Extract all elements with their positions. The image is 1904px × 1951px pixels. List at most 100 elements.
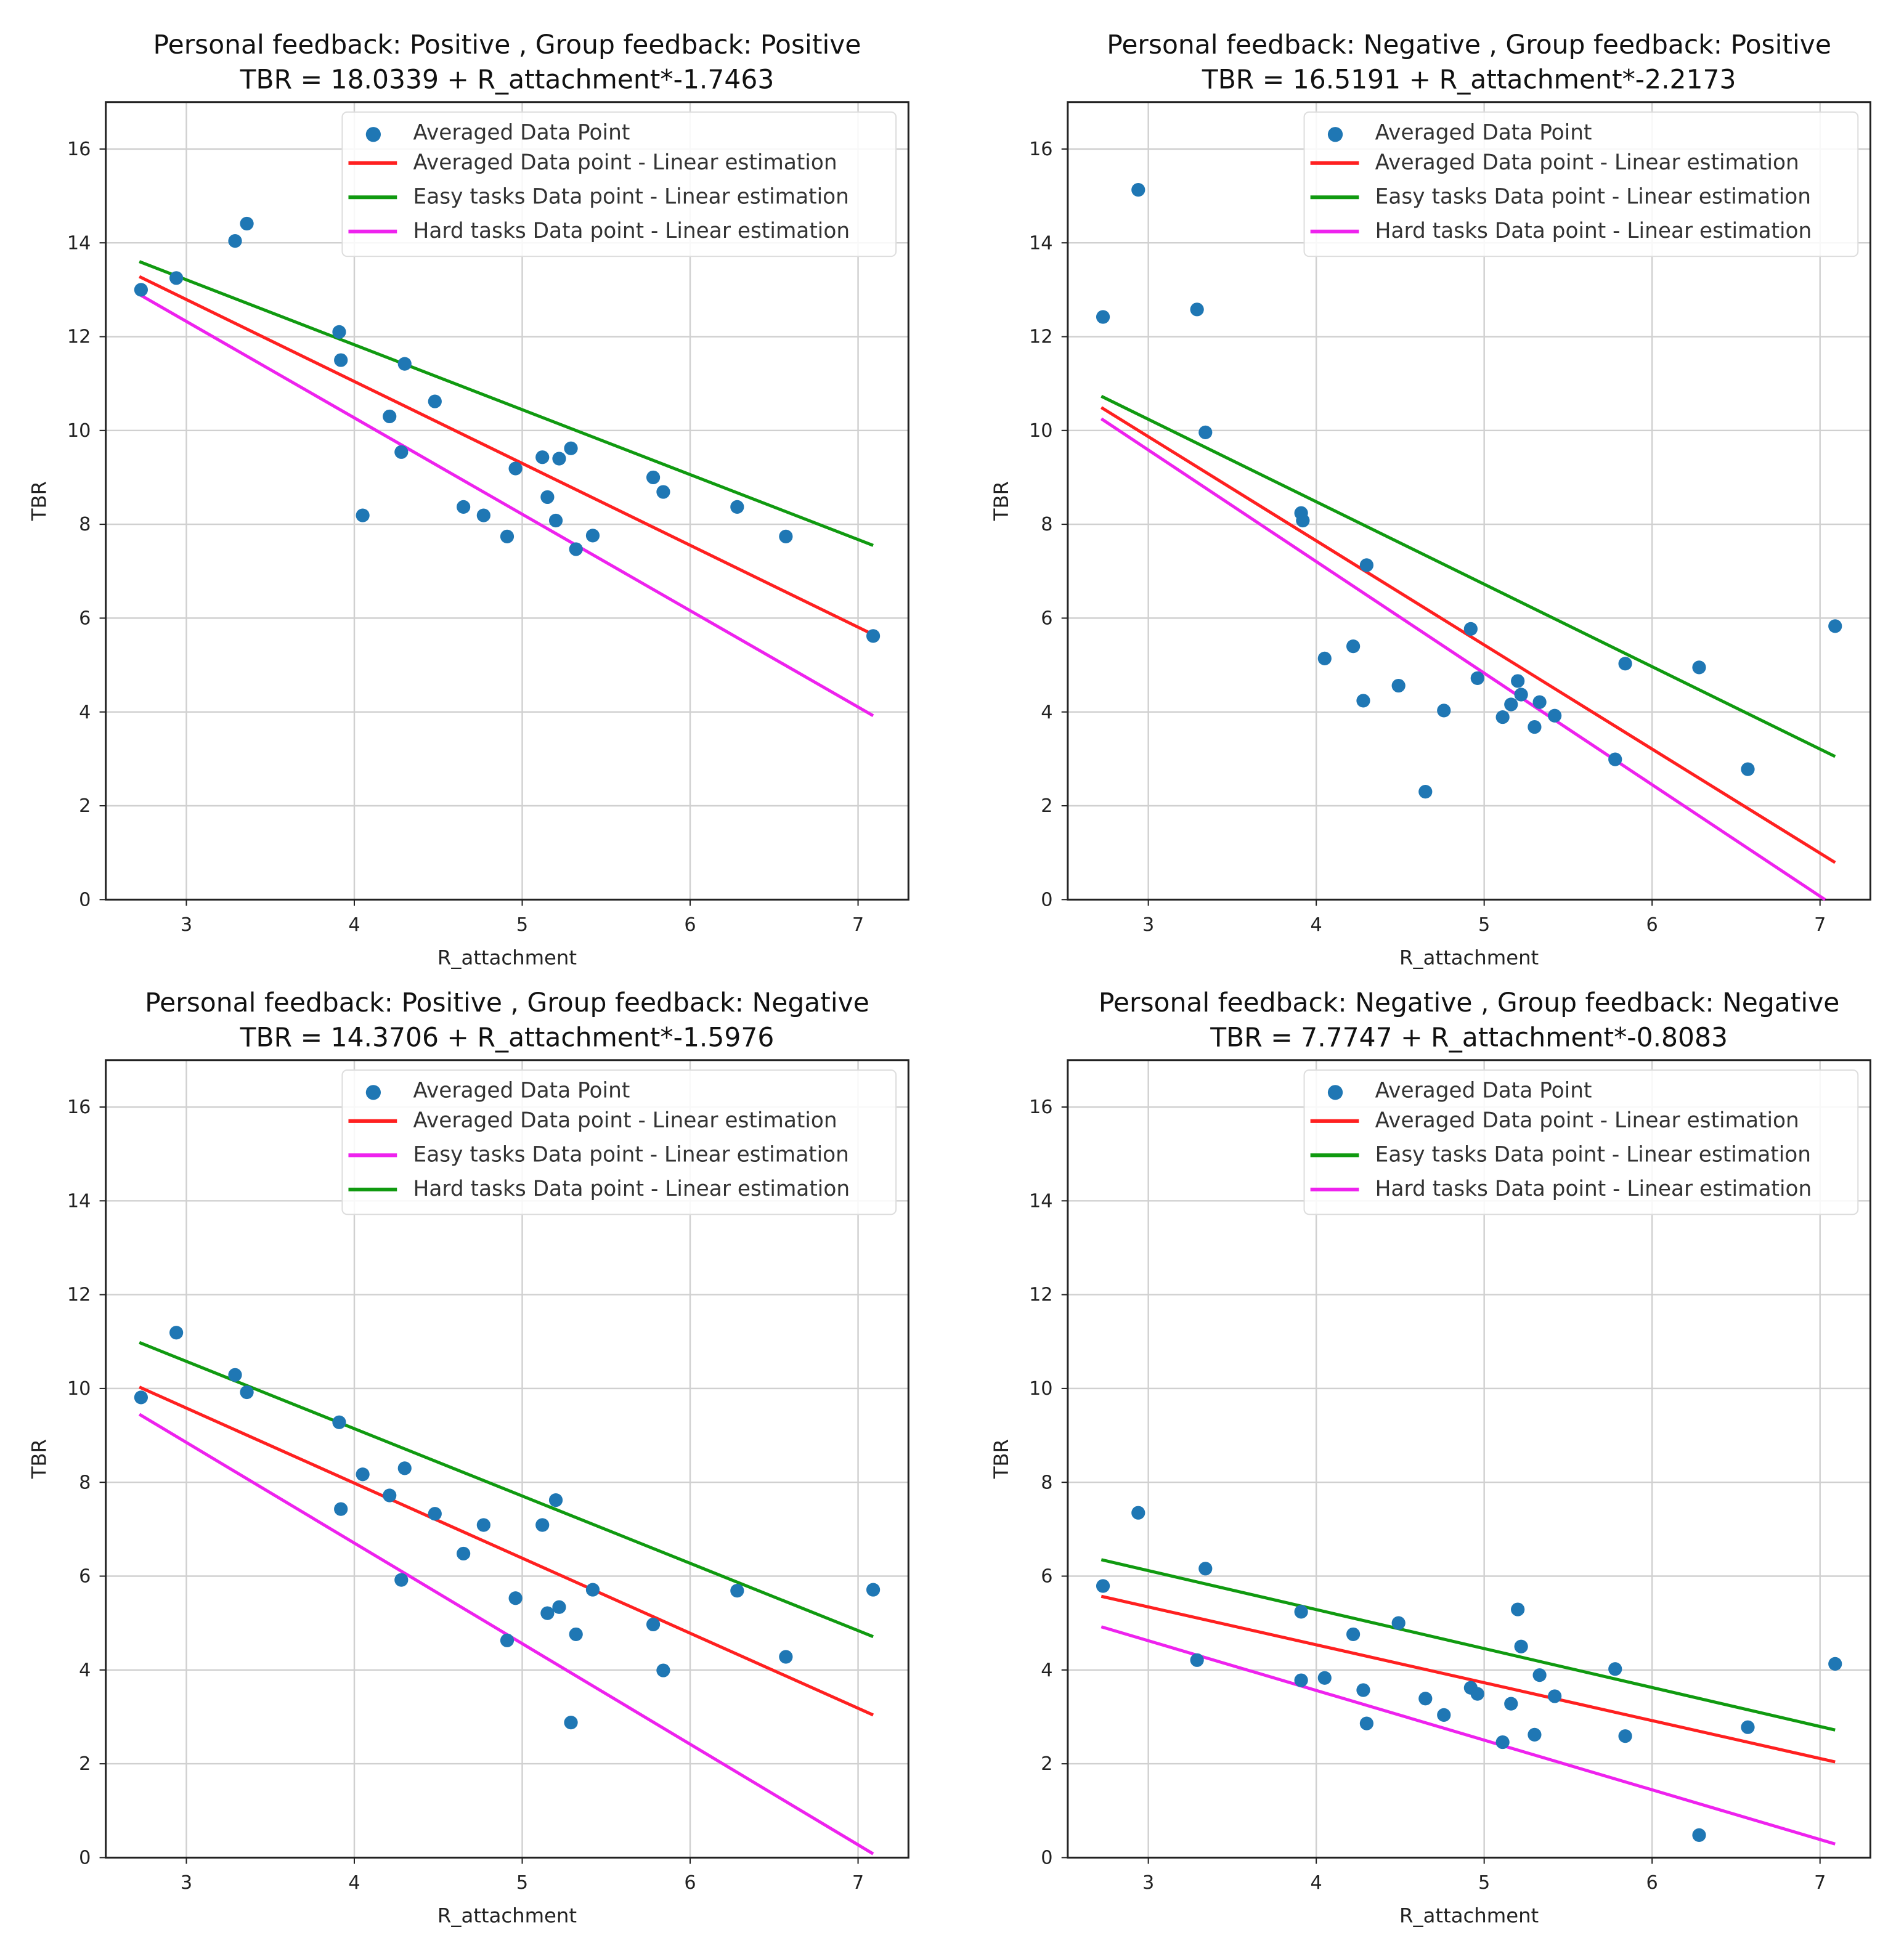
x-tick-label: 4 <box>348 1872 360 1894</box>
legend-marker-points <box>365 1085 381 1100</box>
data-point <box>585 1583 600 1597</box>
x-tick-label: 7 <box>1814 1872 1826 1894</box>
data-point <box>1692 660 1706 675</box>
data-point <box>1608 1662 1622 1676</box>
data-point <box>1828 1657 1842 1671</box>
data-point <box>1359 558 1374 572</box>
data-point <box>656 1663 670 1677</box>
legend-box <box>341 1069 897 1215</box>
legend-box <box>1303 1069 1859 1215</box>
chart-subtitle: TBR = 16.5191 + R_attachment*-2.2173 <box>1202 65 1736 95</box>
data-point <box>646 470 661 485</box>
data-point <box>1692 1828 1706 1842</box>
data-point <box>383 409 397 424</box>
y-tick-label: 16 <box>1029 1097 1053 1118</box>
legend-label: Averaged Data Point <box>413 1078 630 1103</box>
data-point <box>569 1627 583 1642</box>
data-point <box>730 1583 744 1598</box>
data-point <box>779 529 793 544</box>
data-point <box>1470 671 1484 685</box>
y-tick-label: 8 <box>79 514 91 535</box>
data-point <box>1437 1708 1451 1722</box>
y-tick-label: 2 <box>1041 795 1052 817</box>
y-tick-label: 4 <box>1041 702 1052 723</box>
y-tick-label: 12 <box>1029 327 1053 348</box>
data-point <box>428 394 442 408</box>
legend-label: Averaged Data point - Linear estimation <box>413 1108 837 1133</box>
y-tick-label: 4 <box>1041 1660 1052 1681</box>
data-point <box>134 283 148 297</box>
data-point <box>540 1606 555 1620</box>
y-tick-label: 12 <box>67 1284 91 1306</box>
legend-label: Easy tasks Data point - Linear estimatio… <box>413 184 849 209</box>
data-point <box>1495 1735 1510 1750</box>
legend-marker-points <box>1327 127 1343 142</box>
y-axis-label: TBR <box>28 481 51 521</box>
x-axis-label: R_attachment <box>437 1904 577 1927</box>
legend-label: Easy tasks Data point - Linear estimatio… <box>1375 1142 1811 1167</box>
data-point <box>1317 1671 1332 1685</box>
legend-label: Hard tasks Data point - Linear estimatio… <box>413 1177 850 1201</box>
y-tick-label: 16 <box>67 1097 91 1118</box>
data-point <box>564 441 578 455</box>
data-point <box>1096 310 1110 324</box>
y-tick-label: 6 <box>79 607 91 629</box>
data-point <box>1511 1602 1525 1616</box>
data-point <box>476 1518 490 1532</box>
x-tick-label: 5 <box>1478 914 1490 936</box>
y-tick-label: 0 <box>79 889 91 911</box>
fit-line-1 <box>1100 1594 1836 1764</box>
data-point <box>730 500 744 514</box>
data-point <box>1741 1720 1755 1734</box>
data-point <box>383 1488 397 1503</box>
y-tick-label: 6 <box>1041 1566 1052 1588</box>
data-point <box>508 1591 523 1605</box>
data-point <box>535 450 550 464</box>
y-axis-label: TBR <box>990 1439 1013 1479</box>
y-axis-label: TBR <box>28 1439 51 1479</box>
chart-panel-1: Personal feedback: Positive , Group feed… <box>28 30 909 969</box>
data-point <box>866 1583 881 1597</box>
fit-line-3 <box>1100 417 1826 901</box>
data-point <box>228 234 242 248</box>
data-point <box>656 485 670 499</box>
legend-label: Hard tasks Data point - Linear estimatio… <box>1375 219 1812 243</box>
data-point <box>1514 1639 1528 1653</box>
x-tick-label: 6 <box>684 1872 696 1894</box>
y-tick-label: 0 <box>1041 1848 1052 1869</box>
chart-panel-3: Personal feedback: Positive , Group feed… <box>28 988 909 1927</box>
data-point <box>1495 710 1510 724</box>
legend-label: Averaged Data Point <box>1375 120 1592 145</box>
y-tick-label: 0 <box>79 1848 91 1869</box>
data-point <box>228 1368 242 1382</box>
fit-line-2 <box>1100 394 1836 758</box>
data-point <box>1190 1653 1204 1667</box>
y-tick-label: 4 <box>79 1660 91 1681</box>
data-point <box>394 445 409 459</box>
data-point <box>1198 425 1213 439</box>
data-point <box>356 1467 370 1482</box>
data-point <box>169 271 184 285</box>
data-point <box>428 1507 442 1521</box>
data-point <box>240 1385 254 1400</box>
x-tick-label: 3 <box>1142 914 1154 936</box>
chart-title: Personal feedback: Positive , Group feed… <box>153 30 861 60</box>
legend-label: Averaged Data point - Linear estimation <box>1375 1108 1799 1133</box>
data-point <box>1296 513 1310 528</box>
data-point <box>332 325 346 339</box>
data-point <box>356 508 370 522</box>
y-tick-label: 14 <box>1029 1190 1053 1212</box>
data-point <box>169 1326 184 1340</box>
data-point <box>1356 694 1370 708</box>
data-point <box>585 529 600 543</box>
data-point <box>552 452 566 466</box>
chart-panel-2: Personal feedback: Negative , Group feed… <box>990 30 1871 969</box>
legend-marker-points <box>1327 1085 1343 1100</box>
y-tick-label: 14 <box>1029 232 1053 254</box>
data-point <box>1096 1579 1110 1593</box>
data-point <box>1131 1506 1145 1520</box>
fit-line-1 <box>139 275 874 636</box>
y-tick-label: 8 <box>1041 514 1052 535</box>
data-point <box>1317 651 1332 665</box>
